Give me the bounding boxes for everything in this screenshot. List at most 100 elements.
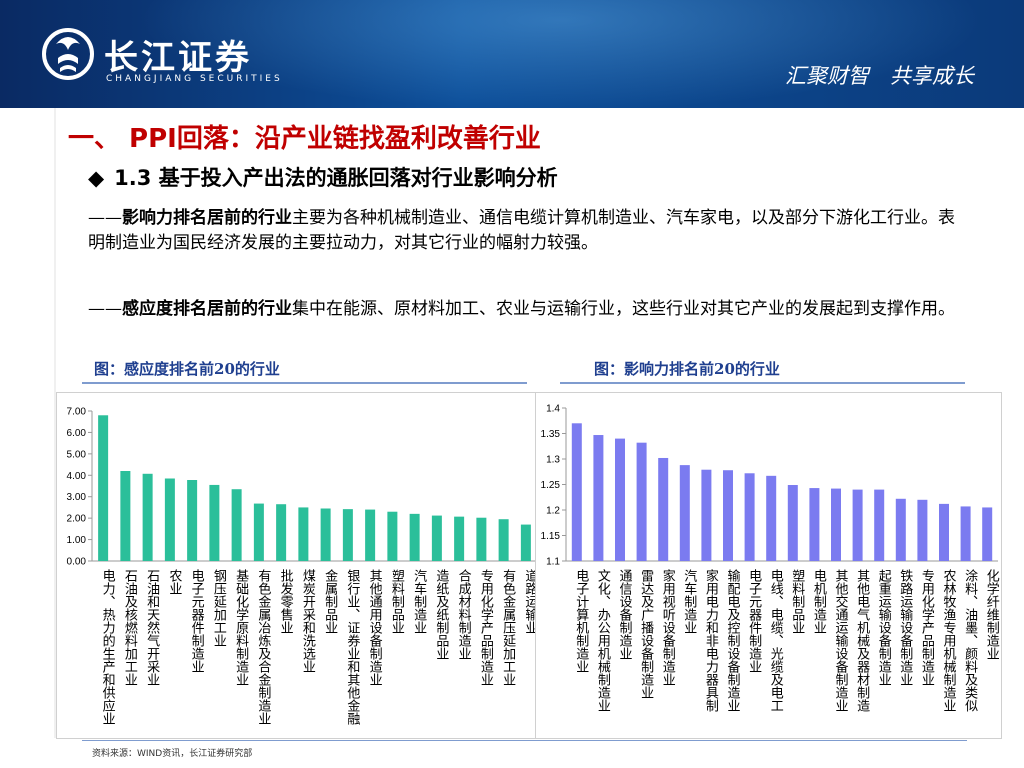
page-title: 一、 PPI回落：沿产业链找盈利改善行业 <box>68 124 541 154</box>
x-tick-label: 家用电力和非电力器具制 <box>703 568 719 712</box>
bar <box>615 438 625 561</box>
x-tick-label: 银行业、证券业和其他金融 <box>344 569 360 725</box>
bar <box>593 435 604 561</box>
bar <box>387 511 398 561</box>
bar <box>231 489 242 561</box>
x-tick-label: 农业 <box>166 569 182 595</box>
x-tick-label: 煤炭开采和洗选业 <box>300 569 316 673</box>
y-tick-label: 5.00 <box>67 449 87 460</box>
x-tick-label: 专用化学产品制造业 <box>919 569 935 686</box>
source-note: 资料来源：WIND资讯，长江证券研究部 <box>92 749 253 759</box>
y-tick-label: 4.00 <box>67 471 87 482</box>
x-tick-label: 电线、电缆、光缆及电工 <box>768 569 784 712</box>
caption-rule-right <box>560 382 965 384</box>
left-divider <box>54 108 56 738</box>
y-tick-label: 3.00 <box>67 492 87 503</box>
x-tick-label: 其他电气机械及器材制造 <box>854 569 870 713</box>
y-tick-label: 1.15 <box>541 531 561 542</box>
bar <box>120 471 131 561</box>
bar <box>276 504 287 561</box>
x-tick-label: 电子元器件制造业 <box>189 569 205 673</box>
bar <box>498 519 509 561</box>
x-tick-label: 道路运输业 <box>522 569 538 634</box>
slogan: 汇聚财智 共享成长 <box>785 64 974 88</box>
bar <box>98 415 109 561</box>
y-tick-label: 1.4 <box>546 404 560 415</box>
bar <box>476 517 487 561</box>
x-tick-label: 铁路运输设备制造业 <box>897 569 913 686</box>
bar <box>852 489 863 561</box>
influence-chart-svg: 1.1 1.15 1.2 1.25 1.3 1.35 1.4 电子计算机制造业 文化、办公用机械… <box>541 404 1000 714</box>
bar <box>342 509 353 561</box>
banner-gloss <box>0 0 1024 108</box>
x-tick-label: 有色金属冶炼及合金制造业 <box>255 569 271 725</box>
influence-chart: 1.1 1.15 1.2 1.25 1.3 1.35 1.4 电子计算机制造业 文化、办公用机械… <box>535 392 1002 739</box>
bar <box>658 457 669 561</box>
paragraph-sensitivity: ——感应度排名居前的行业集中在能源、原材料加工、农业与运输行业，这些行业对其它产… <box>88 297 966 322</box>
x-tick-label: 通信设备制造业 <box>617 569 633 660</box>
x-tick-label: 起重运输设备制造业 <box>876 569 892 686</box>
company-name: 长江证券 <box>104 38 252 78</box>
x-tick-label: 批发零售业 <box>278 569 294 634</box>
sensitivity-chart: 0.00 1.00 2.00 3.00 4.00 5.00 6.00 7.00 电力、热力的生产… <box>56 392 540 739</box>
bar <box>636 442 647 561</box>
company-name-en: CHANGJIANG SECURITIES <box>106 74 283 84</box>
y-tick-label: 0.00 <box>67 557 87 568</box>
x-tick-label: 文化、办公用机械制造业 <box>595 569 611 712</box>
chart-caption-right: 图：影响力排名前20的行业 <box>594 360 780 378</box>
bar <box>431 515 442 561</box>
bar <box>209 484 220 561</box>
bar <box>320 508 331 561</box>
y-tick-label: 1.3 <box>546 455 560 466</box>
x-tick-label: 有色金属压延加工业 <box>500 569 516 686</box>
sensitivity-chart-svg: 0.00 1.00 2.00 3.00 4.00 5.00 6.00 7.00 电力、热力的生产… <box>67 407 538 726</box>
para-text: 集中在能源、原材料加工、农业与运输行业，这些行业对其它产业的发展起到支撑作用。 <box>292 299 955 319</box>
x-tick-label: 其他交通运输设备制造业 <box>833 569 849 712</box>
x-tick-label: 农林牧渔专用机械制造业 <box>941 569 957 712</box>
y-tick-label: 1.35 <box>541 429 561 440</box>
bar <box>744 473 755 561</box>
footer-rule <box>82 740 967 741</box>
caption-rule-left <box>82 382 527 384</box>
bar <box>187 480 198 561</box>
section-subtitle: ◆ 1.3 基于投入产出法的通胀回落对行业影响分析 <box>88 162 558 192</box>
y-tick-label: 2.00 <box>67 514 87 525</box>
x-tick-label: 化学纤维制造业 <box>984 569 1000 660</box>
subtitle-text: 1.3 基于投入产出法的通胀回落对行业影响分析 <box>114 166 558 190</box>
y-tick-label: 1.25 <box>541 480 561 491</box>
paragraph-influence: ——影响力排名居前的行业主要为各种机械制造业、通信电缆计算机制造业、汽车家电，以… <box>88 206 966 256</box>
x-tick-label: 石油和天然气开采业 <box>144 569 160 686</box>
para-text: 主要为各种机械制造业、通信电缆计算机制造业、汽车家电，以及部分下游化工行业。表明… <box>88 208 955 253</box>
x-tick-label: 专用化学产品制造业 <box>478 569 494 686</box>
y-tick-label: 1.00 <box>67 535 87 546</box>
bar <box>365 509 376 561</box>
x-tick-label: 造纸及纸制品业 <box>433 569 449 660</box>
bar <box>164 478 175 561</box>
bar <box>917 499 928 561</box>
x-tick-label: 塑料制品业 <box>389 569 405 634</box>
x-tick-label: 涂料、油墨、颜料及类似 <box>962 568 978 712</box>
x-tick-label: 其他通用设备制造业 <box>367 569 383 686</box>
para-prefix: —— <box>88 299 122 319</box>
para-prefix: —— <box>88 208 122 228</box>
x-tick-label: 汽车制造业 <box>411 569 427 634</box>
bar <box>809 488 820 561</box>
bar <box>960 506 971 561</box>
company-logo-icon <box>42 28 94 80</box>
x-tick-label: 电机制造业 <box>811 569 827 634</box>
diamond-bullet-icon: ◆ <box>88 166 105 190</box>
x-tick-label: 基础化学原料制造业 <box>233 569 249 686</box>
x-tick-label: 电子元器件制造业 <box>746 569 762 673</box>
x-tick-label: 汽车制造业 <box>681 569 697 634</box>
bar <box>520 524 531 561</box>
x-tick-label: 电力、热力的生产和供应业 <box>100 569 116 725</box>
x-tick-label: 输配电及控制设备制造业 <box>725 568 741 712</box>
y-tick-label: 1.2 <box>546 506 560 517</box>
x-tick-label: 金属制品业 <box>322 568 338 634</box>
y-tick-label: 7.00 <box>67 407 87 418</box>
bar <box>895 498 906 561</box>
x-tick-label: 石油及核燃料加工业 <box>122 569 138 686</box>
bar <box>409 513 420 561</box>
x-tick-label: 钢压延加工业 <box>211 569 227 647</box>
header-banner: 长江证券 CHANGJIANG SECURITIES 汇聚财智 共享成长 <box>0 0 1024 108</box>
